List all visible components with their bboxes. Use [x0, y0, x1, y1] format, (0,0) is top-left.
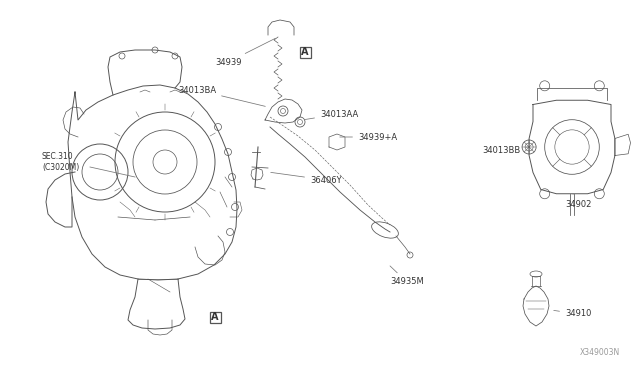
Text: 34939: 34939: [215, 38, 275, 67]
Text: 34013BA: 34013BA: [178, 86, 266, 106]
Text: 34939+A: 34939+A: [340, 132, 397, 141]
Text: 34935M: 34935M: [390, 266, 424, 286]
Text: 36406Y: 36406Y: [271, 172, 342, 185]
Text: 34902: 34902: [565, 194, 591, 208]
Text: A: A: [211, 312, 219, 322]
Text: 34013AA: 34013AA: [305, 109, 358, 119]
Text: SEC.310
(C3020M): SEC.310 (C3020M): [42, 152, 79, 172]
Text: 34013BB: 34013BB: [482, 145, 528, 154]
Text: X349003N: X349003N: [580, 348, 620, 357]
Text: 34910: 34910: [554, 310, 591, 318]
Text: A: A: [301, 47, 308, 57]
